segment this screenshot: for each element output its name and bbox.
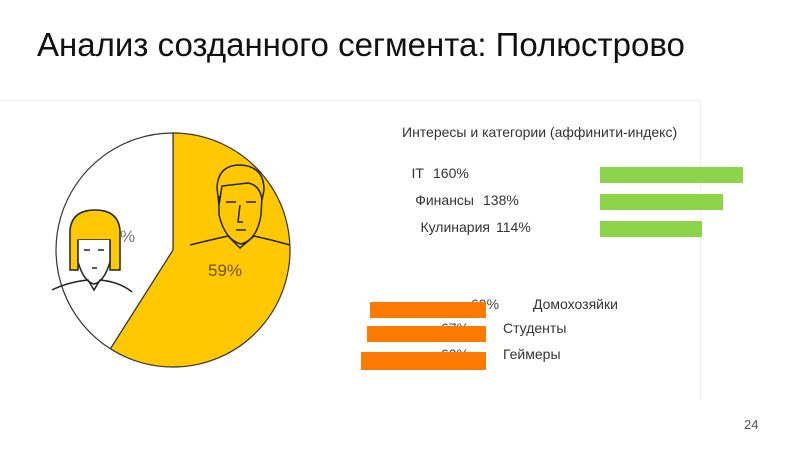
divider [0,100,700,101]
bar-0 [370,302,486,318]
pie-slice-male [109,132,291,368]
category-label: Финансы [415,192,474,208]
category-label: Студенты [503,320,567,336]
bar-2 [600,221,702,237]
page-number: 24 [744,417,759,432]
divider [700,100,701,400]
bar-1 [600,194,724,210]
category-label: Домохозяйки [533,296,618,312]
category-label: Кулинария [420,219,490,235]
category-label: IT [411,165,424,181]
bar-1 [367,326,486,342]
male-icon [189,164,291,250]
bar-0 [600,167,743,183]
pie-label-male: 59% [208,261,242,280]
female-icon [51,209,133,293]
value-label: 138% [483,192,519,208]
pie-label-female: % [120,227,135,246]
bar-2 [361,352,486,370]
affinity-title: Интересы и категории (аффинити-индекс) [402,124,678,140]
page-title: Анализ созданного сегмента: Полюстрово [37,26,685,63]
category-label: Геймеры [503,346,561,362]
value-label: 114% [496,219,531,235]
value-label: 160% [433,165,469,181]
